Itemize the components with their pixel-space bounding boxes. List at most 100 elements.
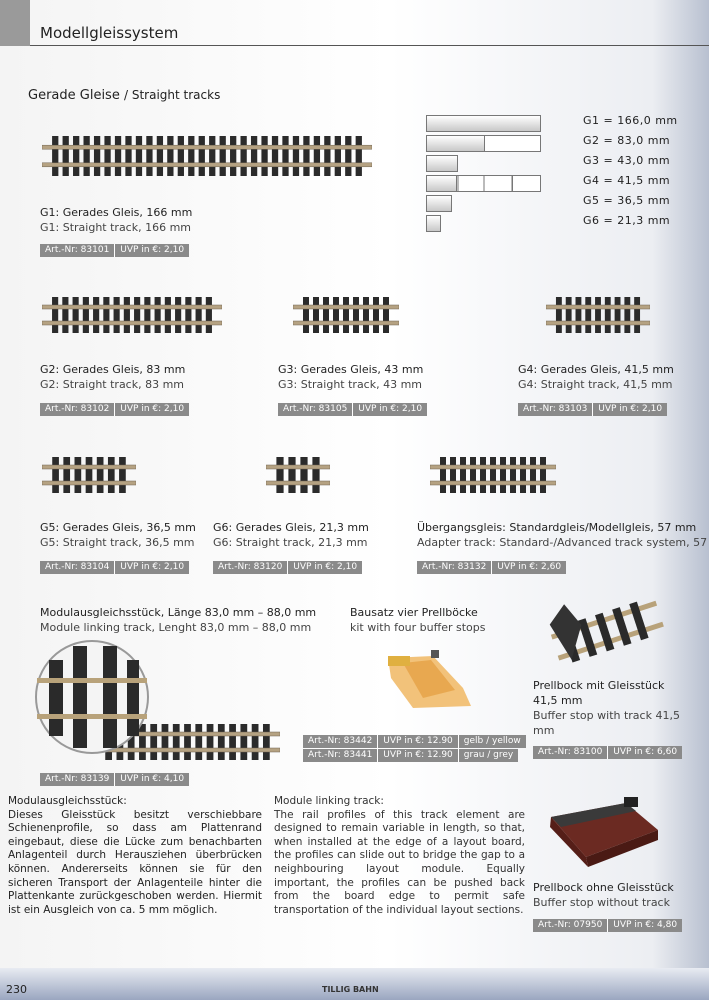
product-text: G3: Gerades Gleis, 43 mm G3: Straight tra… — [278, 362, 423, 392]
article-box: Art.-Nr: 83442 UVP in €: 12.90 gelb / yell… — [303, 735, 526, 748]
rail — [95, 731, 280, 737]
price: UVP in €: 2,10 — [114, 244, 189, 257]
sleeper — [229, 724, 236, 760]
sleeper — [313, 136, 321, 176]
header-block — [0, 0, 30, 46]
sleeper — [345, 136, 352, 176]
sleeper — [85, 457, 93, 493]
sleeper — [323, 297, 329, 333]
name-en: Module linking track, Lenght 83,0 mm – 8… — [40, 621, 312, 634]
sleeper — [355, 136, 362, 176]
rail — [546, 320, 650, 326]
sleeper — [161, 724, 169, 760]
bar-g2 — [426, 135, 485, 152]
article-box: Art.-Nr: 83105 UVP in €: 2,10 — [278, 403, 428, 416]
sleeper — [134, 297, 141, 333]
sleeper — [135, 136, 143, 176]
description-de: Modulausgleichsstück: Dieses Gleisstück b… — [8, 795, 262, 917]
sleeper — [219, 136, 226, 176]
sleeper — [324, 136, 331, 176]
sleeper — [195, 724, 203, 760]
sleeper — [119, 457, 126, 493]
sleeper — [292, 136, 300, 176]
sleeper — [363, 297, 369, 333]
sleeper — [150, 724, 158, 760]
name-en: Buffer stop without track — [533, 896, 670, 909]
track-g6 — [266, 457, 330, 493]
sleeper — [113, 297, 120, 333]
sleeper — [52, 297, 59, 333]
sleeper — [303, 136, 310, 176]
sleeper — [624, 297, 631, 333]
sleeper — [62, 136, 69, 176]
page-title: Modellgleissystem — [40, 24, 179, 42]
sleeper — [103, 297, 110, 333]
description-en: Module linking track: The rail profiles o… — [274, 795, 525, 917]
sleeper — [276, 457, 284, 493]
rail — [546, 304, 650, 310]
sleeper — [240, 724, 248, 760]
length-list: G1 = 166,0 mm G2 = 83,0 mm G3 = 43,0 mm … — [583, 111, 678, 231]
sleeper — [300, 457, 308, 493]
price: UVP in €: 2,10 — [114, 403, 189, 416]
track-adapter — [430, 457, 556, 493]
sleeper — [373, 297, 379, 333]
sleeper — [230, 136, 237, 176]
article-box: Art.-Nr: 83120 UVP in €: 2,10 — [213, 561, 363, 574]
price: UVP in €: 2,10 — [114, 561, 189, 574]
sleeper — [383, 297, 389, 333]
rail — [293, 320, 399, 326]
product-text: Prellbock ohne Gleisstück Buffer stop wit… — [533, 880, 674, 910]
product-text: Übergangsgleis: Standardgleis/Modellglei… — [417, 520, 709, 550]
length-item: G6 = 21,3 mm — [583, 214, 671, 227]
sleeper — [63, 457, 71, 493]
section-en: / Straight tracks — [123, 88, 221, 102]
sleeper — [261, 136, 268, 176]
track-module — [95, 724, 280, 760]
description-text: The rail profiles of this track element … — [274, 808, 525, 916]
sleeper — [251, 724, 259, 760]
product-text: G2: Gerades Gleis, 83 mm G2: Straight tra… — [40, 362, 185, 392]
price: UVP in €: 12.90 — [377, 749, 457, 762]
price: UVP in €: 2,10 — [287, 561, 362, 574]
sleeper — [184, 724, 191, 760]
name-en: G1: Straight track, 166 mm — [40, 221, 192, 234]
article-number: Art.-Nr: 83132 — [422, 562, 487, 572]
length-item: G2 = 83,0 mm — [583, 134, 671, 147]
article-number: Art.-Nr: 83105 — [283, 404, 348, 414]
bar-g6 — [426, 215, 441, 232]
header-rule — [30, 45, 709, 46]
sleeper — [172, 724, 180, 760]
sleeper — [565, 297, 572, 333]
article-box: Art.-Nr: 07950 UVP in €: 4,80 — [533, 919, 683, 932]
bar-g1 — [426, 115, 541, 132]
sleeper — [595, 297, 601, 333]
description-title: Modulausgleichsstück: — [8, 795, 127, 807]
footer-band — [0, 968, 709, 1000]
price: UVP in €: 4,10 — [114, 773, 189, 786]
sleeper — [107, 457, 115, 493]
buffer-kit-image — [388, 650, 471, 708]
name-de: Bausatz vier Prellböcke — [350, 606, 478, 619]
sleeper — [139, 724, 146, 760]
sleeper — [104, 136, 111, 176]
article-number: Art.-Nr: 83101 — [45, 245, 110, 255]
sleeper — [146, 136, 153, 176]
article-box: Art.-Nr: 83139 UVP in €: 4,10 — [40, 773, 190, 786]
article-number: Art.-Nr: 83441 — [308, 750, 373, 760]
article-number: Art.-Nr: 83103 — [523, 404, 588, 414]
name-en: G3: Straight track, 43 mm — [278, 378, 423, 391]
article-box: Art.-Nr: 83104 UVP in €: 2,10 — [40, 561, 190, 574]
sleeper — [217, 724, 225, 760]
track-g1 — [42, 136, 372, 176]
sleeper — [156, 136, 164, 176]
length-item: G3 = 43,0 mm — [583, 154, 671, 167]
rail — [430, 464, 556, 470]
sleeper — [614, 297, 621, 333]
sleeper — [72, 297, 79, 333]
sleeper — [93, 297, 100, 333]
sleeper — [510, 457, 516, 493]
sleeper — [175, 297, 182, 333]
sleeper — [73, 136, 80, 176]
sleeper — [470, 457, 476, 493]
